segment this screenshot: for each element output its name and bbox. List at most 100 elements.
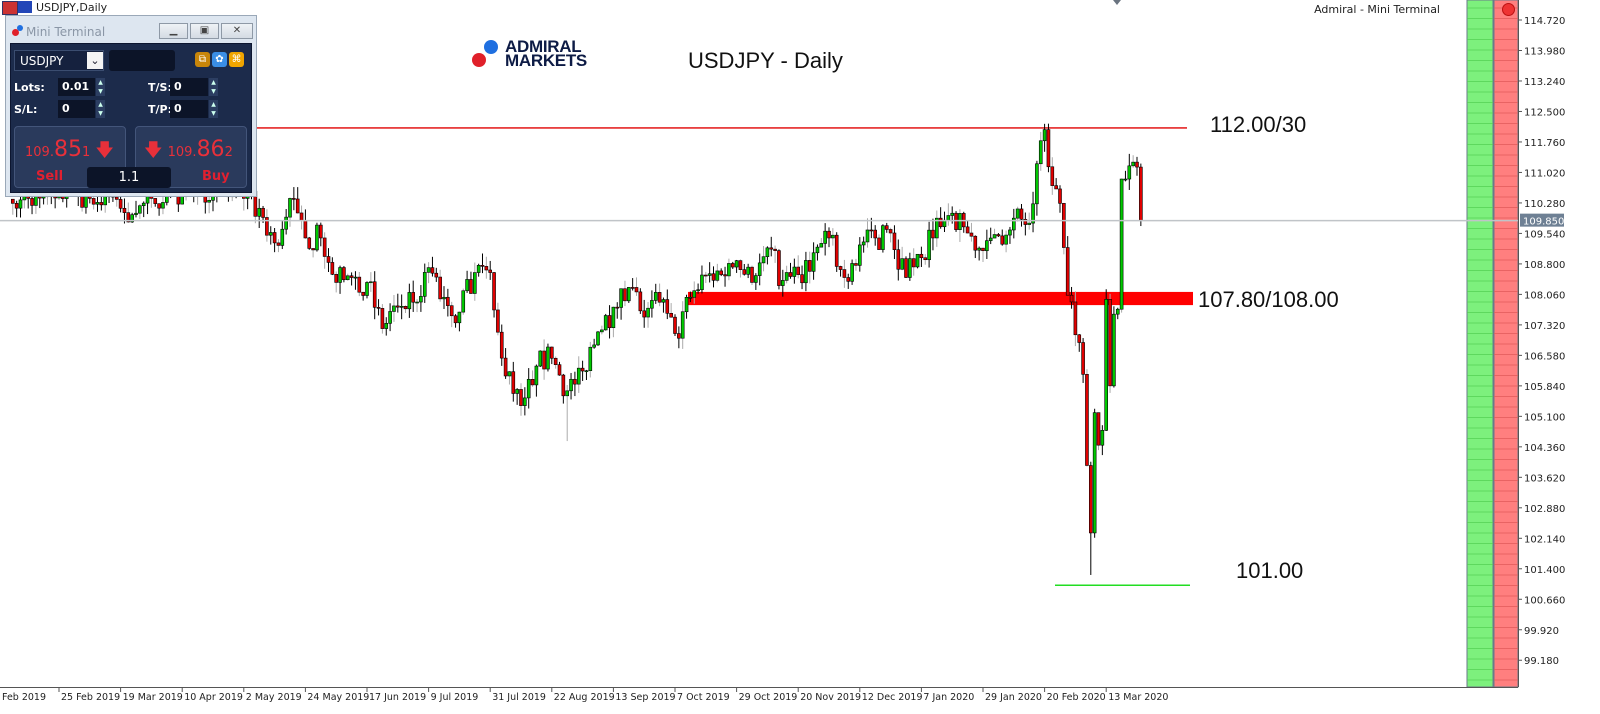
tp-input[interactable]: 0 <box>170 100 208 118</box>
y-tick-label: 107.320 <box>1524 321 1565 332</box>
candle-up <box>811 252 816 272</box>
volume-display[interactable]: 1.1 <box>87 167 171 188</box>
candle-up <box>977 247 981 251</box>
chart-type-icon[interactable] <box>18 1 32 13</box>
candle-up <box>1027 222 1031 225</box>
candle-down <box>484 266 489 271</box>
candle-down <box>403 306 408 310</box>
candle-down <box>904 258 908 278</box>
y-tick-label: 106.580 <box>1524 351 1565 362</box>
candle-up <box>1042 129 1047 142</box>
candle-down <box>322 237 327 257</box>
candle-down <box>1096 412 1101 446</box>
x-tick-label: 12 Dec 2019 <box>862 692 923 703</box>
candle-down <box>888 229 893 234</box>
indicator-close-icon[interactable] <box>1502 3 1515 16</box>
candle-up <box>565 390 570 397</box>
arrow-down-icon: 🡇 <box>144 140 163 161</box>
candle-down <box>261 207 265 218</box>
candle-down <box>1058 188 1062 204</box>
candle-down <box>892 232 897 250</box>
candle-down <box>380 308 385 329</box>
candle-down <box>430 267 435 274</box>
candle-down <box>496 309 500 333</box>
copy-icon[interactable]: ⧉ <box>195 52 210 67</box>
candle-down <box>488 269 493 273</box>
candle-down <box>965 226 970 234</box>
candle-down <box>723 274 727 277</box>
candle-down <box>657 292 662 303</box>
candle-up <box>141 202 146 207</box>
candle-down <box>884 225 889 230</box>
chart-title: USDJPY - Daily <box>688 48 843 73</box>
restore-button[interactable]: ▣ <box>190 23 219 39</box>
candle-down <box>796 266 801 275</box>
candle-up <box>569 378 573 392</box>
y-tick-label: 99.180 <box>1524 656 1559 667</box>
grid-icon[interactable]: ⌘ <box>229 52 244 67</box>
candle-down <box>877 237 881 250</box>
candle-up <box>399 306 404 308</box>
candle-down <box>1135 161 1139 168</box>
lots-input[interactable]: 0.01 <box>58 78 95 96</box>
ts-stepper[interactable]: ▲ ▼ <box>209 78 218 96</box>
mini-terminal-window[interactable]: Mini Terminal ▁ ▣ ✕ USDJPY ⌄ ⧉ ✿ ⌘ Lots:… <box>5 15 257 197</box>
candle-up <box>761 256 766 264</box>
gear-icon[interactable]: ✿ <box>212 52 227 67</box>
candle-up <box>850 263 854 282</box>
x-tick-label: 24 May 2019 <box>307 692 369 703</box>
candle-down <box>911 258 916 268</box>
logo-line2: MARKETS <box>505 51 587 70</box>
candle-down <box>1054 185 1058 190</box>
candle-down <box>292 198 296 200</box>
candle-up <box>626 287 631 302</box>
candle-down <box>395 305 400 308</box>
candle-down <box>1108 299 1112 387</box>
symbol-value: USDJPY <box>20 54 64 68</box>
x-tick-label: 7 Oct 2019 <box>677 692 730 703</box>
candle-down <box>492 272 496 311</box>
candle-down <box>703 274 708 277</box>
candle-up <box>1100 430 1105 446</box>
ts-input[interactable]: 0 <box>170 78 208 96</box>
sell-price: 109.851 🡇 <box>25 137 114 162</box>
candle-up <box>700 274 704 291</box>
candle-up <box>538 350 543 367</box>
sl-input[interactable]: 0 <box>58 100 95 118</box>
candle-up <box>684 297 689 313</box>
close-button[interactable]: ✕ <box>221 23 253 39</box>
candle-down <box>973 235 978 251</box>
candle-up <box>534 365 539 386</box>
chevron-down-icon[interactable]: ⌄ <box>87 52 103 69</box>
candle-down <box>1139 166 1143 221</box>
chart-window-icon[interactable] <box>2 1 18 15</box>
scroll-marker-icon[interactable] <box>1113 0 1121 5</box>
candle-up <box>365 282 369 296</box>
y-tick-label: 105.100 <box>1524 412 1565 423</box>
candle-down <box>738 260 743 270</box>
candle-down <box>996 234 1001 237</box>
candle-up <box>596 331 600 346</box>
candle-down <box>1069 294 1074 303</box>
candle-up <box>1119 178 1124 310</box>
candle-down <box>1065 247 1070 296</box>
logo-dot-blue <box>484 40 498 54</box>
symbol-select[interactable]: USDJPY ⌄ <box>14 50 104 71</box>
lots-stepper[interactable]: ▲ ▼ <box>96 78 105 96</box>
tp-stepper[interactable]: ▲ ▼ <box>209 100 218 118</box>
candle-down <box>299 212 304 221</box>
sl-stepper[interactable]: ▲ ▼ <box>96 100 105 118</box>
candle-up <box>1011 217 1016 231</box>
support-zone <box>688 291 1193 306</box>
candle-up <box>988 237 993 241</box>
chart-tab-title: USDJPY,Daily <box>36 1 108 14</box>
candle-down <box>869 229 874 232</box>
candle-down <box>265 217 269 236</box>
candle-down <box>334 273 339 283</box>
minimize-button[interactable]: ▁ <box>159 23 188 39</box>
candle-up <box>823 230 827 244</box>
candle-up <box>18 199 23 209</box>
y-tick-label: 109.540 <box>1524 229 1565 240</box>
candle-up <box>985 240 989 252</box>
